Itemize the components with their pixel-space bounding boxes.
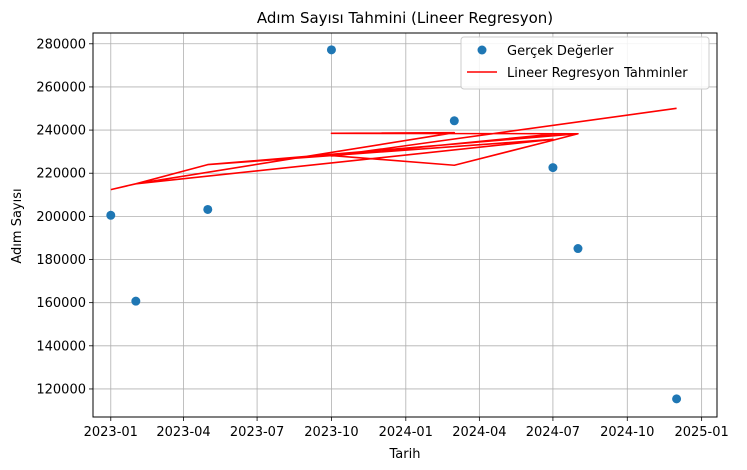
legend-marker-points [477,45,487,55]
x-tick-label: 2023-04 [156,425,210,440]
y-tick-label: 160000 [36,296,86,311]
regression-line [110,107,677,191]
plot-frame [92,32,718,418]
grid [93,33,717,417]
y-tick-label: 200000 [36,210,86,225]
ticks: 2023-01 2023-04 2023-07 2023-10 2024-01 2024-… [36,37,728,440]
data-point [326,45,336,55]
y-tick-label: 120000 [36,382,86,397]
y-axis-label: Adım Sayısı [10,188,25,263]
legend-box [460,36,710,90]
legend-label-points: Gerçek Değerler [507,44,614,59]
x-tick-label: 2024-01 [379,425,433,440]
x-tick-label: 2023-10 [304,425,358,440]
y-tick-label: 140000 [36,339,86,354]
y-tick-label: 180000 [36,253,86,268]
data-point [203,204,213,214]
data-point [548,163,558,173]
data-point [672,394,682,404]
x-tick-label: 2024-10 [600,425,654,440]
series-layer [106,45,682,404]
data-point [449,116,459,126]
x-tick-label: 2023-01 [84,425,138,440]
x-tick-label: 2025-01 [674,425,728,440]
legend-label-line: Lineer Regresyon Tahminler [507,66,688,81]
y-tick-label: 260000 [36,80,86,95]
chart-title: Adım Sayısı Tahmini (Lineer Regresyon) [257,9,553,27]
y-tick-label: 280000 [36,37,86,52]
data-point [106,210,116,220]
x-tick-label: 2024-07 [526,425,580,440]
data-point [573,244,583,254]
data-point [131,296,141,306]
y-tick-label: 220000 [36,167,86,182]
x-tick-label: 2024-04 [452,425,506,440]
y-tick-label: 240000 [36,124,86,139]
x-axis-label: Tarih [389,447,421,462]
legend: Gerçek Değerler Lineer Regresyon Tahminl… [460,36,710,90]
x-tick-label: 2023-07 [230,425,284,440]
